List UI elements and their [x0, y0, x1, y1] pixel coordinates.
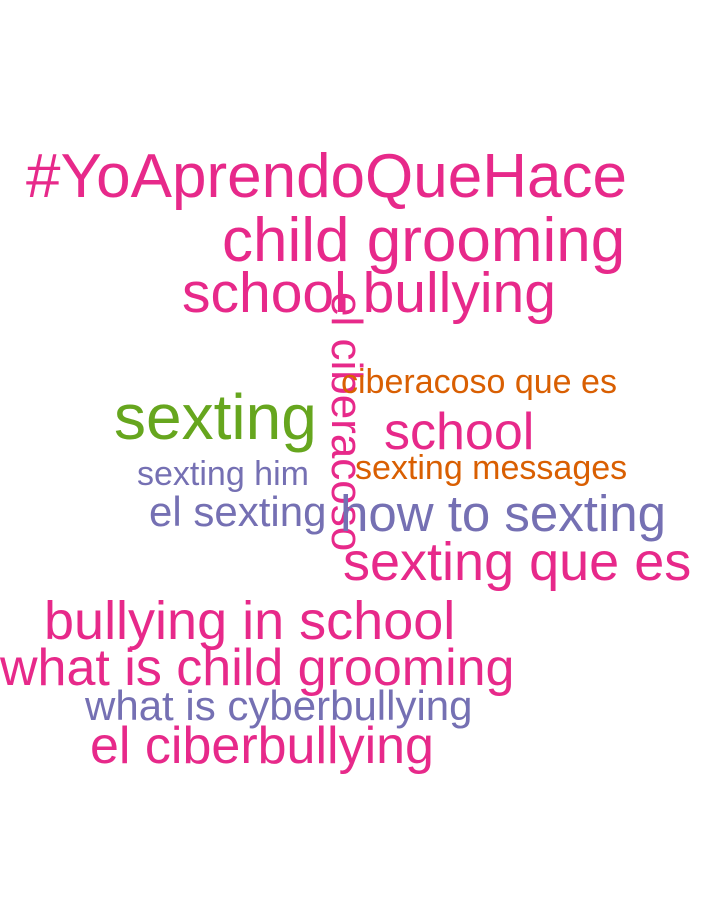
word-ciberacoso-que-es: ciberacoso que es [341, 363, 617, 401]
word-school-bullying: school bullying [182, 261, 556, 325]
word-el-ciberbullying: el ciberbullying [90, 717, 434, 775]
word-sexting-him: sexting him [137, 455, 309, 493]
word-sexting: sexting [114, 381, 317, 453]
word-school: school [384, 403, 535, 461]
word-child-grooming: child grooming [222, 206, 626, 275]
word-sexting-que-es: sexting que es [343, 532, 692, 592]
word-how-to-sexting: how to sexting [340, 485, 667, 542]
word-what-is-child-grooming: what is child grooming [0, 639, 515, 697]
word-sexting-messages: sexting messages [355, 449, 628, 487]
word-what-is-cyberbullying: what is cyberbullying [85, 682, 473, 729]
word-bullying-in-school: bullying in school [44, 591, 456, 651]
word-yoaprendoquehace: #YoAprendoQueHace [26, 142, 627, 211]
word-el-sexting: el sexting [149, 488, 327, 535]
